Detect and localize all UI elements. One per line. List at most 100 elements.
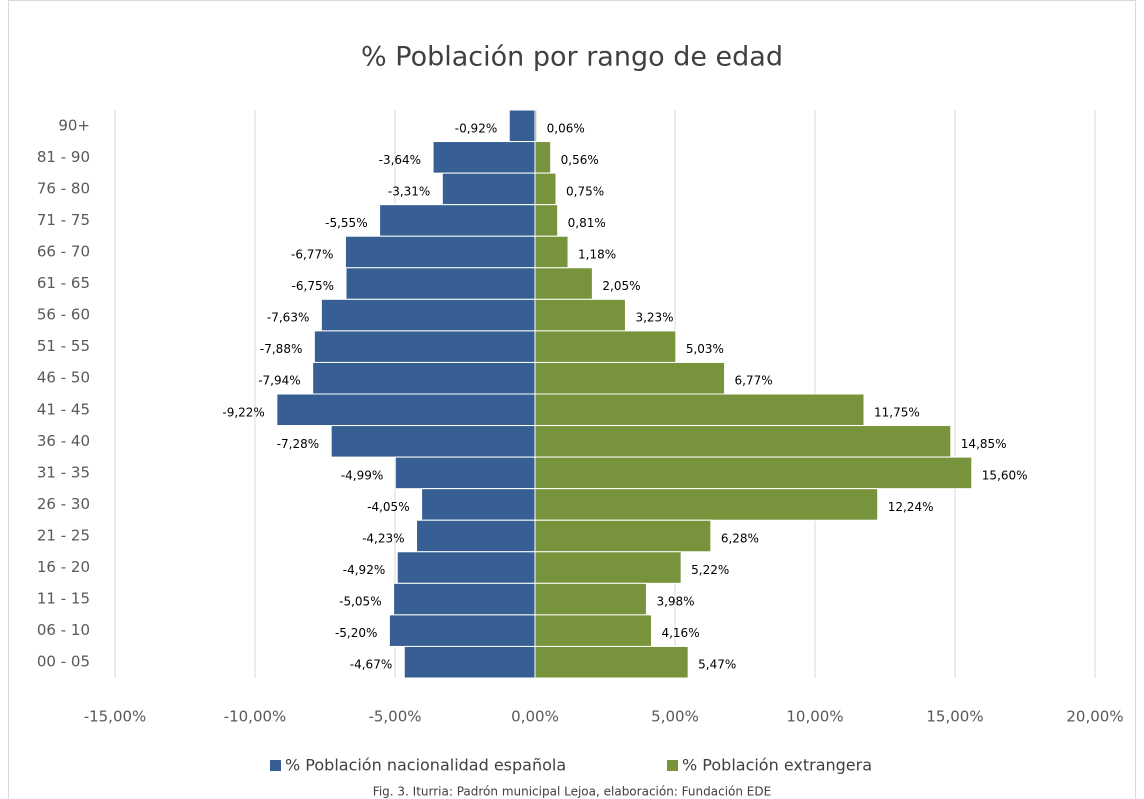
data-label: -7,94% xyxy=(258,374,300,388)
y-tick-label: 71 - 75 xyxy=(37,211,90,229)
bar xyxy=(534,330,677,363)
legend-swatch xyxy=(667,760,678,771)
data-label: -6,75% xyxy=(292,279,334,293)
bar xyxy=(330,425,536,458)
data-label: 15,60% xyxy=(982,468,1028,482)
data-label: -4,23% xyxy=(362,532,404,546)
data-label: -3,64% xyxy=(379,153,421,167)
data-label: 5,47% xyxy=(698,658,736,672)
y-tick-label: 76 - 80 xyxy=(37,179,90,197)
data-label: 5,22% xyxy=(691,563,729,577)
y-tick-label: 61 - 65 xyxy=(37,274,90,292)
x-tick-label: -15,00% xyxy=(84,708,147,726)
y-tick-label: 16 - 20 xyxy=(37,558,90,576)
legend-label: % Población extrangera xyxy=(682,756,872,775)
bar xyxy=(534,519,712,553)
data-label: 12,24% xyxy=(888,500,934,514)
x-tick-label: 15,00% xyxy=(926,708,983,726)
legend-swatch xyxy=(270,760,281,771)
data-label: -0,92% xyxy=(455,121,497,135)
bar xyxy=(345,267,536,300)
x-tick-label: -10,00% xyxy=(224,708,287,726)
x-tick-label: 0,00% xyxy=(511,708,559,726)
bar xyxy=(394,456,536,490)
bar xyxy=(313,330,536,363)
data-label: 2,05% xyxy=(602,279,640,293)
bar xyxy=(534,645,689,679)
data-label: -7,28% xyxy=(277,437,319,451)
data-label: -7,88% xyxy=(260,342,302,356)
chart-title: % Población por rango de edad xyxy=(361,42,783,73)
bar xyxy=(534,172,557,206)
bar xyxy=(396,551,536,584)
y-tick-label: 41 - 45 xyxy=(37,400,90,418)
bar xyxy=(388,614,536,647)
data-label: -7,63% xyxy=(267,311,309,325)
bar xyxy=(534,141,552,174)
bar xyxy=(403,645,536,679)
data-label: -9,22% xyxy=(222,405,264,419)
bar xyxy=(534,393,865,427)
data-label: 0,06% xyxy=(547,121,585,135)
data-label: 0,81% xyxy=(568,216,606,230)
data-label: 11,75% xyxy=(874,405,920,419)
data-label: -6,77% xyxy=(291,248,333,262)
bar xyxy=(534,488,879,521)
x-tick-label: 5,00% xyxy=(651,708,699,726)
data-label: 3,23% xyxy=(635,311,673,325)
y-tick-label: 66 - 70 xyxy=(37,243,90,261)
data-label: -4,99% xyxy=(341,468,383,482)
data-label: -4,92% xyxy=(343,563,385,577)
data-label: -5,20% xyxy=(335,626,377,640)
bar xyxy=(320,298,536,332)
y-tick-label: 90+ xyxy=(58,116,90,134)
data-label: 3,98% xyxy=(656,595,694,609)
bar xyxy=(421,488,536,521)
bar xyxy=(393,582,536,616)
bar xyxy=(312,361,536,395)
x-tick-label: 20,00% xyxy=(1066,708,1123,726)
y-tick-label: 11 - 15 xyxy=(37,590,90,608)
bar xyxy=(534,456,973,490)
bar xyxy=(534,298,626,332)
y-tick-label: 46 - 50 xyxy=(37,369,90,387)
bar xyxy=(534,361,726,395)
bar xyxy=(441,172,536,206)
y-tick-label: 26 - 30 xyxy=(37,495,90,513)
data-label: -4,67% xyxy=(350,658,392,672)
data-label: 14,85% xyxy=(961,437,1007,451)
y-tick-label: 56 - 60 xyxy=(37,306,90,324)
data-label: -4,05% xyxy=(367,500,409,514)
y-tick-label: 51 - 55 xyxy=(37,337,90,355)
data-label: 0,75% xyxy=(566,184,604,198)
y-tick-label: 36 - 40 xyxy=(37,432,90,450)
caption: Fig. 3. Iturria: Padrón municipal Lejoa,… xyxy=(373,785,771,799)
data-label: 6,28% xyxy=(721,532,759,546)
data-label: -5,55% xyxy=(325,216,367,230)
bar xyxy=(534,425,952,458)
data-label: 4,16% xyxy=(661,626,699,640)
bar xyxy=(534,109,538,143)
bar xyxy=(276,393,536,427)
y-tick-label: 21 - 25 xyxy=(37,527,90,545)
y-tick-label: 31 - 35 xyxy=(37,463,90,481)
y-tick-label: 81 - 90 xyxy=(37,148,90,166)
data-label: 6,77% xyxy=(735,374,773,388)
data-label: 5,03% xyxy=(686,342,724,356)
x-tick-label: -5,00% xyxy=(368,708,421,726)
data-label: -5,05% xyxy=(339,595,381,609)
bar xyxy=(534,204,559,237)
bar xyxy=(534,551,682,584)
bar xyxy=(508,109,536,143)
bar xyxy=(534,267,593,300)
bar xyxy=(534,614,652,647)
bar xyxy=(379,204,536,237)
data-label: -3,31% xyxy=(388,184,430,198)
bar xyxy=(534,235,569,269)
bar xyxy=(416,519,536,553)
bar xyxy=(534,582,647,616)
y-tick-label: 00 - 05 xyxy=(37,653,90,671)
data-label: 1,18% xyxy=(578,248,616,262)
x-tick-label: 10,00% xyxy=(786,708,843,726)
